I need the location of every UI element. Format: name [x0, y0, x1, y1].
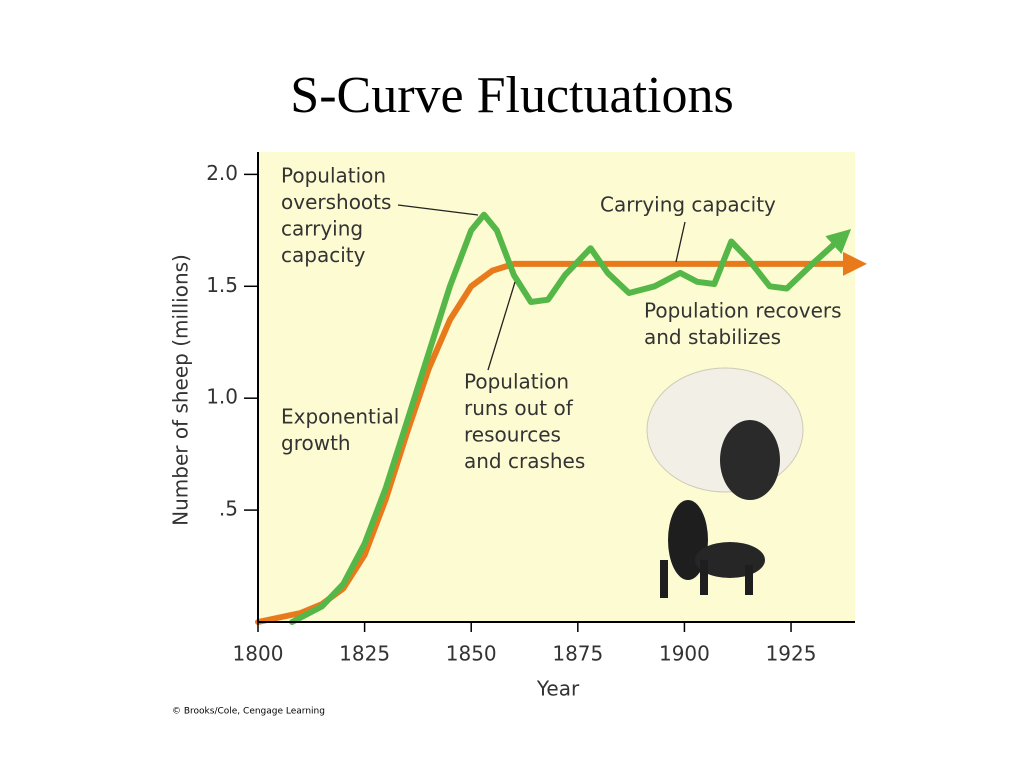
x-tick-label: 1800 — [233, 642, 284, 666]
annotation: and stabilizes — [644, 325, 781, 349]
annotation: runs out of — [464, 396, 574, 420]
annotation: Population — [281, 164, 386, 188]
leader-lines — [397, 204, 686, 371]
x-tick-label: 1875 — [552, 642, 603, 666]
y-tick-label: 2.0 — [206, 161, 238, 185]
annotation: resources — [464, 423, 561, 447]
annotation: capacity — [281, 243, 366, 267]
x-tick-label: 1850 — [446, 642, 497, 666]
x-axis-label: Year — [536, 677, 580, 701]
x-tick-label: 1925 — [766, 642, 817, 666]
annotation: overshoots — [281, 190, 391, 214]
annotation: Exponential — [281, 405, 399, 429]
series-line — [289, 211, 852, 625]
x-tick-label: 1825 — [339, 642, 390, 666]
annotation: and crashes — [464, 449, 585, 473]
x-tick-label: 1900 — [659, 642, 710, 666]
annotation: Population — [464, 370, 569, 394]
annotation: Population recovers — [644, 299, 842, 323]
y-tick-label: .5 — [219, 497, 238, 521]
annotation: growth — [281, 431, 351, 455]
sheep-illustration — [646, 367, 804, 598]
y-tick-label: 1.5 — [206, 273, 238, 297]
annotation: Carrying capacity — [600, 193, 776, 217]
credit: © Brooks/Cole, Cengage Learning — [172, 707, 325, 717]
y-axis-label: Number of sheep (millions) — [169, 254, 193, 526]
slide-title: S-Curve Fluctuations — [290, 67, 733, 124]
y-tick-label: 1.0 — [206, 385, 238, 409]
annotation: carrying — [281, 217, 363, 241]
